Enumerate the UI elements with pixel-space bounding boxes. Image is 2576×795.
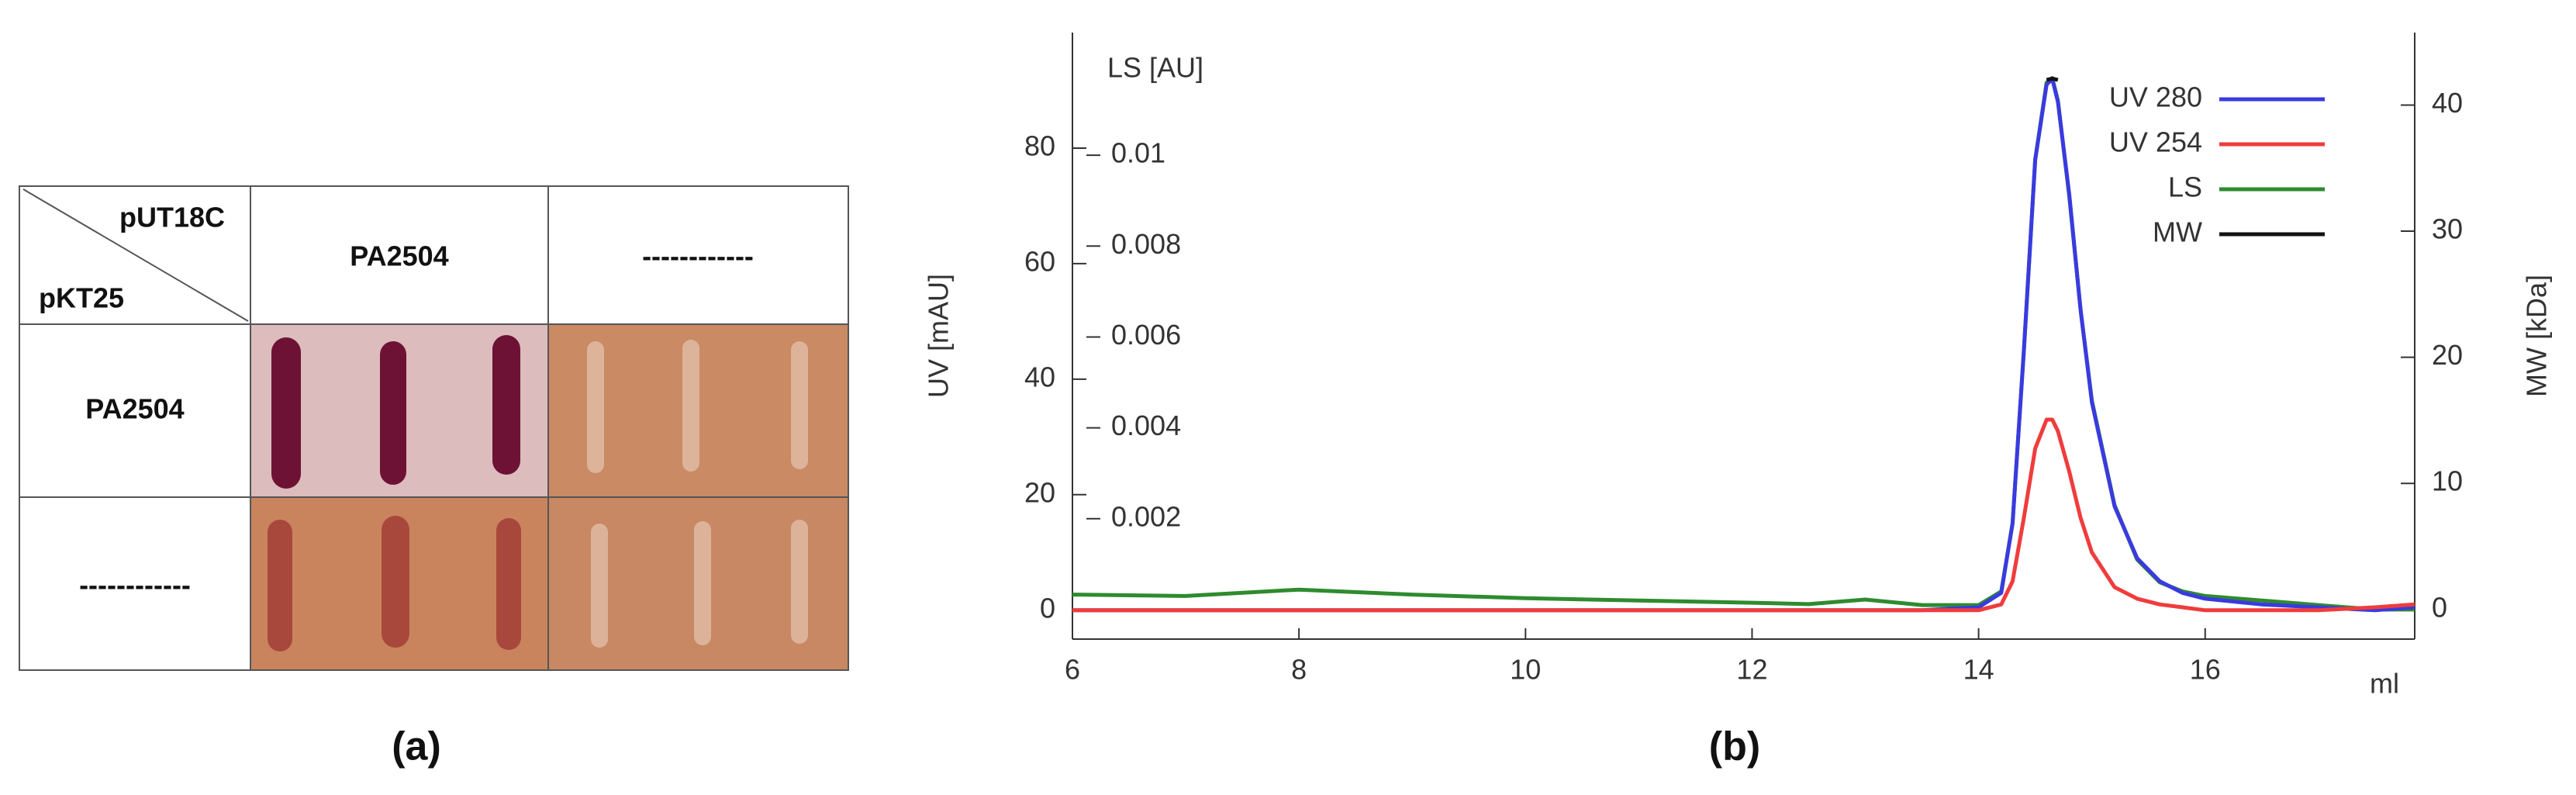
caption: (a)	[392, 724, 441, 769]
x-tick-label: 12	[1736, 654, 1767, 686]
y-tick-label: 0	[1040, 592, 1055, 624]
y3-axis-label: LS [AU]	[1107, 52, 1203, 84]
row-header: ------------	[79, 569, 191, 601]
column-header: PA2504	[350, 240, 448, 272]
row-header: PA2504	[85, 393, 184, 425]
legend-label: MW	[2153, 216, 2202, 248]
y3-tick-label: 0.01	[1111, 137, 1165, 169]
y-tick-label: 80	[1024, 130, 1055, 161]
y-tick-label: 60	[1024, 245, 1055, 277]
caption: (b)	[1709, 724, 1760, 769]
x-axis-label: ml	[2370, 668, 2399, 700]
x-tick-label: 16	[2190, 654, 2221, 686]
legend-label: LS	[2168, 171, 2202, 203]
y2-tick-label: 30	[2432, 213, 2463, 245]
legend-label: UV 254	[2109, 126, 2202, 158]
corner-top: pUT18C	[119, 202, 225, 233]
y2-axis-label: MW [kDa]	[2521, 275, 2553, 397]
y3-tick-label: 0.008	[1111, 228, 1181, 260]
y3-tick-label: 0.004	[1111, 410, 1181, 441]
x-tick-label: 6	[1065, 654, 1080, 686]
colonies	[587, 340, 808, 648]
series-line	[2046, 76, 2059, 82]
colonies	[271, 335, 520, 489]
panel-b: (b) 6 8 10 12 14 16 0 20 40 60 80 0 10 20 30 40 0.002 0.0…	[923, 33, 2553, 769]
y2-tick-label: 20	[2432, 339, 2463, 371]
y-tick-label: 20	[1024, 476, 1055, 508]
y2-tick-label: 10	[2432, 465, 2463, 497]
y3-tick-label: 0.006	[1111, 319, 1181, 351]
y-tick-label: 40	[1024, 361, 1055, 392]
y-axis-label: UV [mAU]	[923, 274, 955, 398]
series-line	[1072, 77, 2415, 613]
x-tick-label: 8	[1291, 654, 1307, 686]
colonies	[268, 516, 521, 652]
y3-tick-label: 0.002	[1111, 500, 1181, 532]
series-line	[1072, 76, 2415, 612]
corner-bottom: pKT25	[39, 282, 124, 314]
table-grid	[19, 185, 849, 671]
x-tick-label: 14	[1963, 654, 1994, 686]
panel-a: pUT18C pKT25 PA2504 ------------ PA2504 …	[19, 185, 849, 769]
legend-label: UV 280	[2109, 81, 2202, 113]
x-tick-label: 10	[1510, 654, 1541, 686]
column-header: ------------	[642, 240, 754, 272]
y2-tick-label: 40	[2432, 87, 2463, 119]
y2-tick-label: 0	[2432, 591, 2447, 623]
series-line	[1072, 417, 2415, 613]
